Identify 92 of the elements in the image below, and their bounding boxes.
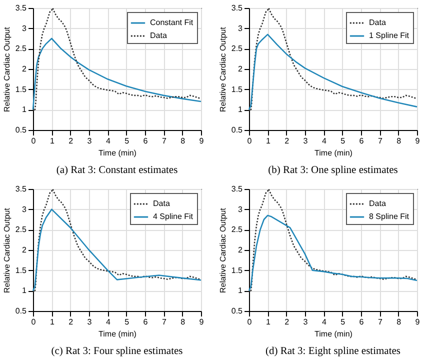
legend-label: Constant Fit: [150, 18, 194, 27]
x-tick-label: 3: [87, 318, 92, 326]
x-tick-label: 3: [303, 318, 308, 326]
y-tick-label: 3: [22, 204, 28, 214]
x-tick-label: 0: [247, 318, 252, 326]
x-axis-title: Time (min): [98, 330, 137, 338]
y-tick-label: 0.5: [15, 306, 28, 316]
x-tick-label: 1: [50, 318, 55, 326]
x-tick-label: 7: [378, 318, 383, 326]
y-tick-label: 3.5: [231, 184, 244, 194]
x-tick-label: 1: [266, 318, 271, 326]
y-axis-title: Relative Cardiac Output: [218, 207, 228, 293]
y-tick-label: 2.5: [15, 44, 28, 54]
legend-label: Data: [369, 18, 386, 27]
x-tick-label: 0: [31, 136, 36, 146]
y-tick-label: 3.5: [231, 4, 244, 12]
y-tick-label: 2: [238, 64, 244, 74]
x-tick-label: 4: [106, 318, 111, 326]
x-tick-label: 3: [303, 136, 308, 146]
x-axis-title: Time (min): [314, 148, 353, 158]
legend-label: 4 Spline Fit: [153, 212, 194, 221]
x-tick-label: 6: [359, 318, 364, 326]
x-tick-label: 0: [247, 136, 252, 146]
y-tick-label: 2.5: [231, 225, 244, 234]
y-tick-label: 3: [22, 24, 28, 33]
x-tick-label: 8: [180, 136, 186, 146]
y-tick-label: 1.5: [231, 266, 244, 275]
y-tick-label: 0.5: [15, 126, 28, 134]
x-tick-label: 8: [396, 136, 402, 146]
legend-label: 8 Spline Fit: [369, 212, 410, 221]
y-tick-label: 1: [238, 105, 244, 114]
x-axis-title: Time (min): [314, 330, 353, 338]
x-tick-label: 5: [124, 136, 130, 146]
x-tick-label: 8: [396, 318, 402, 326]
legend-label: Data: [369, 199, 386, 208]
y-tick-label: 3.5: [15, 184, 28, 194]
y-tick-label: 1: [238, 286, 244, 296]
y-tick-label: 3.5: [15, 4, 28, 12]
y-axis-title: Relative Cardiac Output: [2, 207, 12, 293]
text: (a) Rat 3: Constant estimates: [56, 165, 178, 176]
x-tick-label: 4: [322, 318, 327, 326]
x-tick-label: 9: [199, 318, 204, 326]
x-tick-label: 1: [266, 136, 271, 146]
x-tick-label: 4: [106, 136, 111, 146]
x-tick-label: 2: [284, 136, 290, 146]
y-tick-label: 2: [22, 64, 28, 74]
x-tick-label: 7: [162, 136, 167, 146]
y-axis-title: Relative Cardiac Output: [2, 26, 12, 112]
text: (d) Rat 3: Eight spline estimates: [265, 346, 401, 357]
x-tick-label: 5: [124, 318, 130, 326]
line-series: [32, 208, 202, 292]
legend-label: 1 Spline Fit: [369, 31, 410, 40]
x-tick-label: 5: [340, 318, 346, 326]
y-tick-label: 1.5: [15, 84, 28, 94]
y-tick-label: 2.5: [231, 44, 244, 54]
y-tick-label: 1: [22, 286, 28, 296]
y-tick-label: 1.5: [15, 266, 28, 275]
x-tick-label: 2: [284, 318, 290, 326]
x-tick-label: 5: [340, 136, 346, 146]
y-tick-label: 2: [22, 246, 28, 254]
y-tick-label: 2: [238, 246, 244, 254]
x-tick-label: 0: [31, 318, 36, 326]
x-tick-label: 3: [87, 136, 92, 146]
y-tick-label: 0.5: [231, 126, 244, 134]
y-tick-label: 0.5: [231, 306, 244, 316]
y-tick-label: 2.5: [15, 225, 28, 234]
text: (c) Rat 3: Four spline estimates: [51, 346, 183, 357]
x-tick-label: 8: [180, 318, 186, 326]
line-series: [248, 214, 418, 292]
x-tick-label: 2: [68, 318, 74, 326]
x-tick-label: 9: [415, 136, 420, 146]
x-tick-label: 1: [50, 136, 55, 146]
legend-label: Data: [150, 31, 168, 40]
legend-label: Data: [153, 199, 170, 208]
y-tick-label: 1.5: [231, 84, 244, 94]
line-series: [248, 34, 418, 110]
x-tick-label: 6: [359, 136, 364, 146]
x-tick-label: 7: [162, 318, 167, 326]
y-axis-title: Relative Cardiac Output: [218, 26, 228, 112]
y-tick-label: 1: [22, 105, 28, 114]
x-tick-label: 7: [378, 136, 383, 146]
x-tick-label: 6: [143, 136, 148, 146]
x-tick-label: 4: [322, 136, 327, 146]
x-axis-title: Time (min): [98, 148, 137, 158]
x-tick-label: 9: [415, 318, 420, 326]
y-tick-label: 3: [238, 24, 244, 33]
x-tick-label: 9: [199, 136, 204, 146]
y-tick-label: 3: [238, 204, 244, 214]
x-tick-label: 2: [68, 136, 74, 146]
text: (b) Rat 3: One spline estimates: [268, 165, 398, 176]
x-tick-label: 6: [143, 318, 148, 326]
line-series: [32, 38, 202, 110]
